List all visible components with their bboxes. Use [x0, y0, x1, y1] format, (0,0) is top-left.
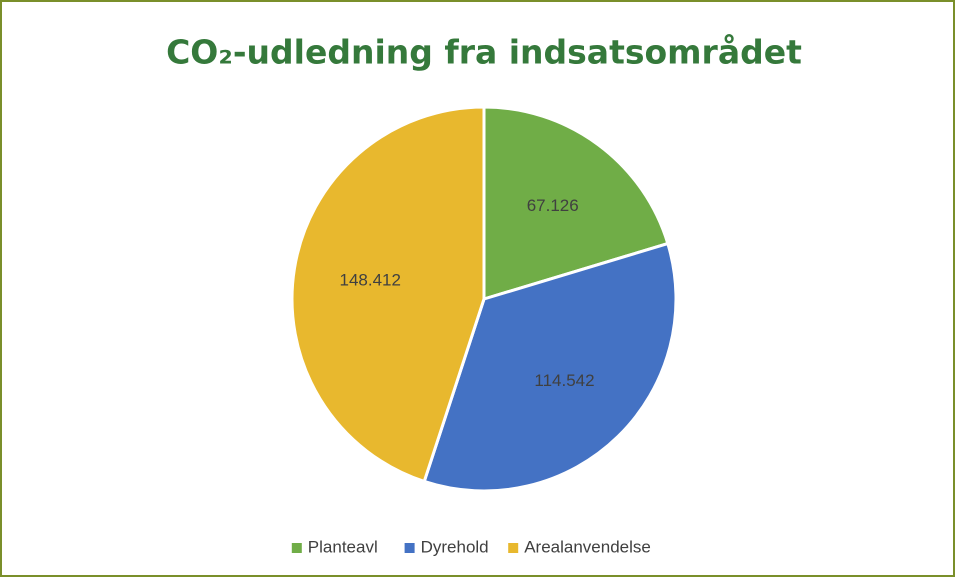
legend-label: Dyrehold	[421, 537, 489, 556]
pie-slice	[290, 105, 486, 484]
legend-swatch	[508, 543, 519, 553]
data-label: 148.412	[340, 270, 401, 289]
chart-title: CO₂-udledning fra indsatsområdet	[166, 33, 802, 72]
data-label: 114.542	[534, 371, 594, 390]
legend-label: Arealanvendelse	[524, 537, 651, 556]
pie-slice	[422, 241, 678, 493]
pie-slice	[482, 105, 670, 302]
legend-swatch	[291, 543, 302, 553]
data-label: 67.126	[527, 196, 579, 215]
legend-swatch	[404, 543, 415, 553]
legend-label: Planteavl	[308, 537, 378, 556]
